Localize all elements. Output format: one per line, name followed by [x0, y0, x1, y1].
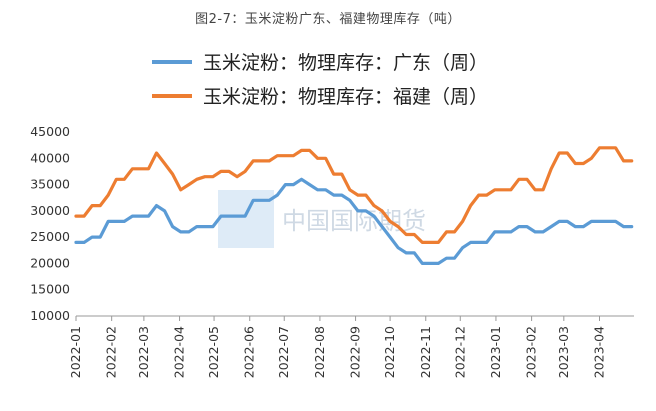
x-tick-label-10: 2022-11	[418, 326, 433, 378]
x-tick-label-9: 2022-10	[382, 326, 397, 378]
x-tick-label-14: 2023-03	[556, 326, 571, 378]
x-tick-label-4: 2022-05	[206, 326, 221, 378]
y-tick-label-5: 35000	[30, 177, 70, 192]
legend-label-1: 玉米淀粉：物理库存：福建（周）	[203, 86, 488, 108]
series-line-1	[74, 146, 634, 244]
series-line-0	[74, 177, 634, 265]
x-tick-label-7: 2022-08	[312, 326, 327, 378]
x-tick-label-0: 2022-01	[68, 326, 83, 378]
x-tick-label-5: 2022-06	[242, 326, 257, 378]
x-tick-label-3: 2022-04	[172, 326, 187, 378]
x-axis: 2022-01 2022-02 2022-03 2022-04 2022-05 2022-…	[68, 315, 634, 378]
figure-caption: 图2-7：玉米淀粉广东、福建物理库存（吨）	[195, 12, 461, 27]
watermark: 中国国际期货	[218, 190, 426, 248]
x-tick-label-12: 2023-01	[488, 326, 503, 378]
y-tick-label-1: 15000	[30, 282, 70, 297]
x-tick-label-15: 2023-04	[591, 326, 606, 378]
y-axis: 10000 15000 20000 25000 30000 35000 40000 45000	[30, 124, 70, 323]
x-tick-label-2: 2022-03	[136, 326, 151, 378]
x-tick-label-11: 2022-12	[452, 326, 467, 378]
y-tick-label-0: 10000	[30, 308, 70, 323]
y-tick-label-6: 40000	[30, 150, 70, 165]
x-tick-label-13: 2023-02	[524, 326, 539, 378]
series-layer	[74, 146, 634, 265]
legend: 玉米淀粉：物理库存：广东（周） 玉米淀粉：物理库存：福建（周）	[152, 52, 488, 108]
x-tick-label-1: 2022-02	[104, 326, 119, 378]
x-tick-label-6: 2022-07	[276, 326, 291, 378]
y-tick-label-2: 20000	[30, 255, 70, 270]
y-tick-label-3: 25000	[30, 229, 70, 244]
y-tick-label-7: 45000	[30, 124, 70, 139]
legend-label-0: 玉米淀粉：物理库存：广东（周）	[203, 52, 488, 74]
x-tick-label-8: 2022-09	[348, 326, 363, 378]
y-tick-label-4: 30000	[30, 203, 70, 218]
